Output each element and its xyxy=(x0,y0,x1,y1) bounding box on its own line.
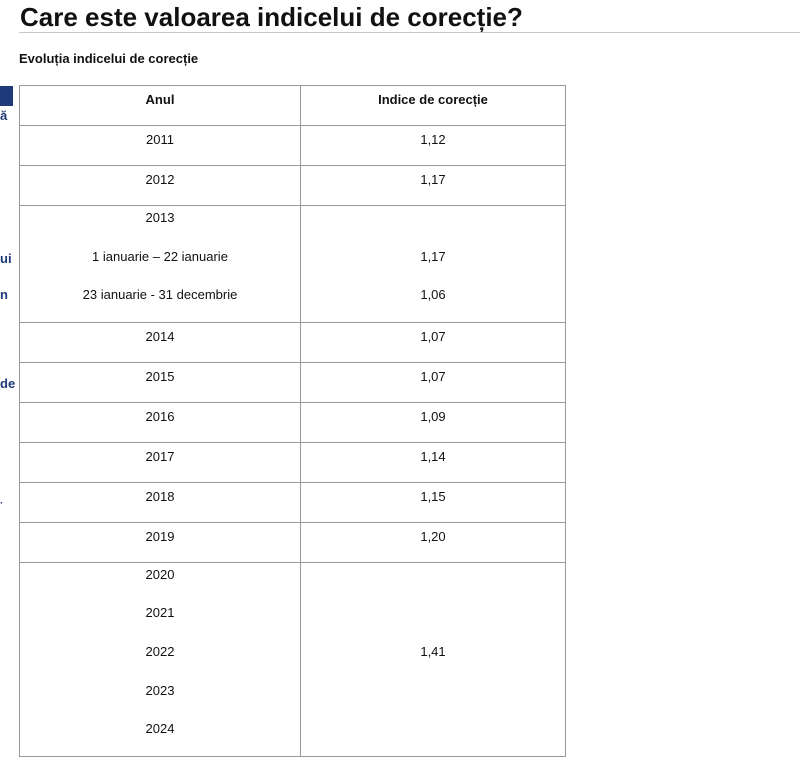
sidebar-fragment[interactable]: de xyxy=(0,376,16,391)
index-cell: 1,07 xyxy=(300,361,566,403)
sidebar-fragment[interactable]: ui xyxy=(0,251,12,266)
index-cell: 1,20 xyxy=(300,521,566,563)
index-value xyxy=(301,206,565,245)
index-value: 1,17 xyxy=(420,248,446,264)
page-title: Care este valoarea indicelui de corecție… xyxy=(20,2,523,32)
index-value xyxy=(301,679,565,718)
year-cell: 2016 xyxy=(19,401,301,443)
table-caption: Evoluția indicelui de corecție xyxy=(19,51,199,66)
index-cell: 1,14 xyxy=(300,441,566,483)
index-value: 1,41 xyxy=(420,643,446,659)
table-row: 2011 1,12 xyxy=(19,125,566,166)
header-year: Anul xyxy=(19,85,301,126)
table-row: 2020 2021 2022 2023 2024 1,41 xyxy=(19,561,566,757)
index-value xyxy=(301,563,565,602)
index-cell: 1,15 xyxy=(300,481,566,523)
table-row: 2012 1,17 xyxy=(19,165,566,206)
table-row: 2015 1,07 xyxy=(19,361,566,403)
index-cell: 1,41 xyxy=(300,561,566,757)
table-row: 2014 1,07 xyxy=(19,321,566,363)
sidebar-active-item[interactable] xyxy=(0,86,13,106)
year-value: 2021 xyxy=(145,605,175,621)
index-value xyxy=(301,717,565,756)
year-cell: 2019 xyxy=(19,521,301,563)
year-cell: 2014 xyxy=(19,321,301,363)
year-value: 2013 xyxy=(145,210,175,225)
year-value: 2024 xyxy=(145,721,175,737)
table-row: 2018 1,15 xyxy=(19,481,566,523)
table-row: 2016 1,09 xyxy=(19,401,566,443)
table-row: 2017 1,14 xyxy=(19,441,566,483)
sidebar-fragment[interactable]: · xyxy=(0,498,4,509)
year-value: 2022 xyxy=(145,643,175,659)
year-value: 23 ianuarie - 31 decembrie xyxy=(82,287,238,303)
sidebar-fragment[interactable]: n xyxy=(0,287,8,302)
header-index: Indice de corecție xyxy=(300,85,566,126)
year-value: 1 ianuarie – 22 ianuarie xyxy=(92,248,228,264)
table-row: 2013 1 ianuarie – 22 ianuarie 23 ianuarie … xyxy=(19,205,566,323)
year-cell: 2012 xyxy=(19,165,301,206)
year-cell: 2015 xyxy=(19,361,301,403)
index-cell: 1,12 xyxy=(300,125,566,166)
index-cell: 1,07 xyxy=(300,321,566,363)
year-value: 2020 xyxy=(145,566,175,582)
year-cell: 2018 xyxy=(19,481,301,523)
index-value xyxy=(301,601,565,640)
index-cell: 1,17 1,06 xyxy=(300,205,566,323)
index-cell: 1,17 xyxy=(300,165,566,206)
year-cell: 2011 xyxy=(19,125,301,166)
index-cell: 1,09 xyxy=(300,401,566,443)
correction-index-table: Anul Indice de corecție 2011 1,12 2012 1,17… xyxy=(19,85,566,757)
sidebar-fragment[interactable]: ă xyxy=(0,108,8,123)
table-row: 2019 1,20 xyxy=(19,521,566,563)
year-cell: 2017 xyxy=(19,441,301,483)
index-value: 1,06 xyxy=(420,287,446,303)
year-cell: 2013 1 ianuarie – 22 ianuarie 23 ianuarie … xyxy=(19,205,301,323)
year-cell: 2020 2021 2022 2023 2024 xyxy=(19,561,301,757)
title-divider xyxy=(19,32,800,33)
year-value: 2023 xyxy=(145,682,175,698)
